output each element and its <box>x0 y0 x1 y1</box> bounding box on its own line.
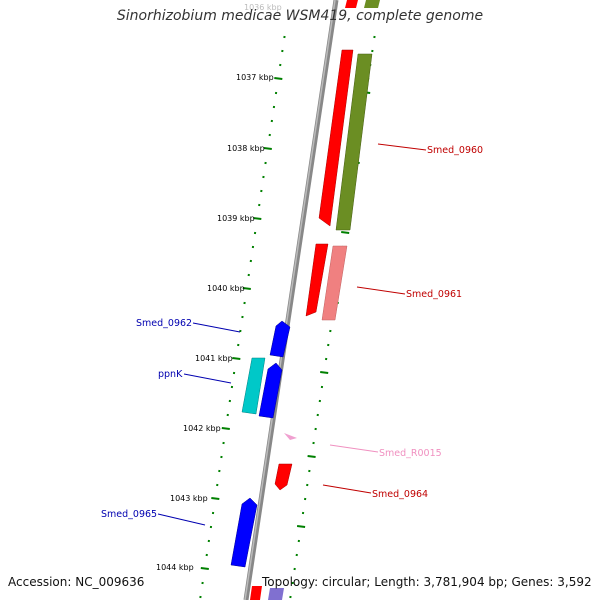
leader-line-smed-0964 <box>323 485 371 493</box>
major-tick <box>341 232 349 233</box>
kbp-label: 1042 kbp <box>183 424 221 433</box>
kbp-label: 1039 kbp <box>217 214 255 223</box>
gene-label-smed-0961[interactable]: Smed_0961 <box>406 289 462 300</box>
genome-backbone <box>246 0 336 600</box>
gene-label-ppnk[interactable]: ppnK <box>158 369 183 380</box>
gene-arrow-top-red[interactable] <box>345 0 358 8</box>
genome-backbone-highlight <box>245 0 335 600</box>
gene-label-smed-0962[interactable]: Smed_0962 <box>136 318 192 329</box>
kbp-label: 1040 kbp <box>207 284 245 293</box>
leader-line-smed-r0015 <box>330 445 378 452</box>
leader-line-smed-0960 <box>378 144 426 150</box>
kbp-label: 1044 kbp <box>156 563 194 572</box>
gene-label-smed-r0015[interactable]: Smed_R0015 <box>379 448 442 459</box>
leader-line-smed-0965 <box>158 514 205 525</box>
major-tick <box>211 498 219 499</box>
major-tick <box>274 78 282 79</box>
major-tick <box>201 568 209 569</box>
accession-label: Accession: NC_009636 <box>8 575 144 589</box>
gene-arrow-smed-0964[interactable] <box>275 464 292 490</box>
gene-label-smed-0960[interactable]: Smed_0960 <box>427 145 483 156</box>
leader-line-ppnk <box>184 374 231 383</box>
major-tick <box>222 428 230 429</box>
gene-arrow-smed-r0015[interactable] <box>284 433 297 440</box>
major-tick <box>308 456 316 457</box>
gene-label-smed-0964[interactable]: Smed_0964 <box>372 489 428 500</box>
kbp-label: 1043 kbp <box>170 494 208 503</box>
genome-stats-label: Topology: circular; Length: 3,781,904 bp… <box>262 575 592 589</box>
kbp-label: 1038 kbp <box>227 144 265 153</box>
gene-label-smed-0965[interactable]: Smed_0965 <box>101 509 157 520</box>
gene-arrow-bottom-red[interactable] <box>250 586 262 600</box>
major-tick <box>320 372 328 373</box>
leader-line-smed-0962 <box>193 323 240 332</box>
gene-arrow-smed-0962[interactable] <box>270 321 290 357</box>
gene-arrow-top-olive[interactable] <box>364 0 380 8</box>
major-tick <box>297 526 305 527</box>
gene-arrow-bottom-purple[interactable] <box>268 588 284 600</box>
major-tick <box>264 148 272 149</box>
map-title: Sinorhizobium medicae WSM419, complete g… <box>0 8 600 24</box>
kbp-label: 1037 kbp <box>236 73 274 82</box>
kbp-label: 1041 kbp <box>195 354 233 363</box>
major-tick <box>232 358 240 359</box>
leader-line-smed-0961 <box>357 287 405 294</box>
